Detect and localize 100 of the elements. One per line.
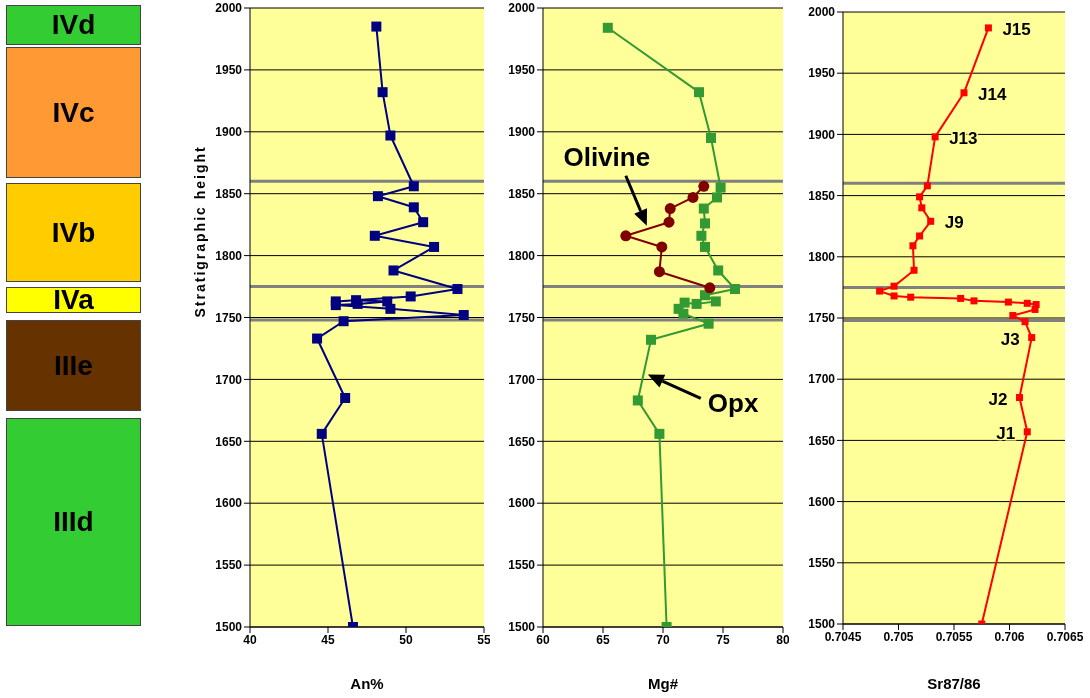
point	[700, 218, 710, 229]
x-tick-label: 0.7055	[935, 629, 973, 644]
point	[687, 191, 699, 203]
point	[694, 87, 704, 98]
point	[418, 217, 429, 228]
y-tick-label: 1750	[215, 310, 243, 325]
point	[1004, 298, 1012, 306]
y-tick-label: 1500	[808, 617, 836, 632]
point	[696, 230, 707, 241]
y-tick-label: 1800	[215, 248, 243, 263]
y-tick-label: 1650	[508, 434, 536, 449]
point	[372, 191, 383, 202]
point	[957, 294, 965, 302]
point	[620, 230, 632, 242]
point	[907, 293, 915, 301]
x-tick-label: 0.705	[883, 629, 914, 644]
point	[704, 282, 716, 294]
point	[654, 428, 665, 439]
point	[632, 395, 643, 406]
y-tick-label: 1650	[215, 434, 243, 449]
point	[890, 292, 898, 300]
point	[664, 203, 676, 215]
point	[656, 241, 668, 253]
point	[452, 284, 463, 295]
y-tick-label: 1750	[508, 310, 536, 325]
x-tick-label: 80	[776, 632, 790, 647]
category-label: IIIe	[54, 349, 93, 381]
point	[1028, 334, 1036, 342]
category-label: IVc	[52, 96, 95, 128]
point	[371, 21, 382, 32]
annotation: J1	[996, 423, 1016, 443]
point	[876, 287, 884, 295]
point	[730, 284, 740, 295]
annotation: J9	[944, 213, 964, 233]
y-tick-label: 1700	[508, 372, 536, 387]
y-tick-label: 2000	[508, 1, 536, 16]
point	[330, 300, 341, 311]
y-tick-label: 1500	[508, 620, 536, 635]
y-tick-label: 1550	[215, 558, 243, 573]
x-tick-label: 0.7045	[824, 629, 862, 644]
point	[960, 89, 968, 97]
point	[918, 204, 926, 212]
point	[388, 265, 399, 276]
y-tick-label: 1800	[508, 248, 536, 263]
y-tick-label: 1600	[508, 496, 536, 511]
y-tick-label: 1950	[215, 63, 243, 78]
point	[700, 241, 710, 252]
y-tick-label: 1500	[215, 620, 243, 635]
x-tick-label: 75	[716, 632, 730, 647]
x-tick-label: 40	[243, 632, 257, 647]
annotation: J3	[1000, 329, 1020, 349]
point	[385, 130, 396, 141]
point	[1015, 394, 1023, 402]
point	[713, 265, 724, 276]
point	[970, 297, 978, 305]
y-tick-label: 1800	[808, 250, 836, 265]
point	[712, 192, 722, 203]
point	[408, 181, 419, 192]
point	[646, 334, 656, 345]
x-tick-label: 50	[399, 632, 413, 647]
point	[1031, 305, 1039, 313]
y-tick-label: 2000	[808, 5, 836, 20]
point	[338, 316, 349, 327]
point	[385, 303, 396, 314]
y-tick-label: 1600	[808, 494, 836, 509]
point	[927, 217, 935, 225]
point	[698, 203, 709, 214]
point	[1023, 428, 1031, 436]
x-tick-label: 55	[477, 632, 491, 647]
y-tick-label: 2000	[215, 1, 243, 16]
annotation: J14	[977, 84, 1007, 104]
series-label: Olivine	[563, 141, 651, 172]
point	[698, 180, 710, 192]
y-tick-label: 1750	[808, 311, 836, 326]
point	[369, 230, 380, 241]
point	[910, 266, 918, 274]
category-label: IVa	[53, 284, 94, 315]
point	[984, 24, 992, 32]
point	[429, 241, 440, 252]
y-tick-label: 1900	[508, 125, 536, 140]
y-axis-title: Stratigraphic height	[191, 145, 208, 318]
annotation: J15	[1002, 19, 1031, 39]
point	[931, 133, 939, 141]
category-label: IIId	[53, 506, 94, 537]
point	[408, 202, 419, 213]
point	[678, 308, 689, 319]
y-tick-label: 1600	[215, 496, 243, 511]
point	[909, 242, 917, 250]
point	[710, 296, 721, 307]
x-tick-label: 60	[536, 632, 550, 647]
point	[1021, 318, 1029, 326]
annotation: J2	[988, 389, 1008, 409]
y-tick-label: 1900	[808, 127, 836, 142]
point	[316, 428, 327, 439]
point	[663, 216, 675, 228]
point	[377, 87, 388, 98]
x-tick-label: 0.7065	[1046, 629, 1084, 644]
point	[691, 298, 702, 309]
point	[1023, 299, 1031, 307]
y-tick-label: 1850	[508, 186, 536, 201]
